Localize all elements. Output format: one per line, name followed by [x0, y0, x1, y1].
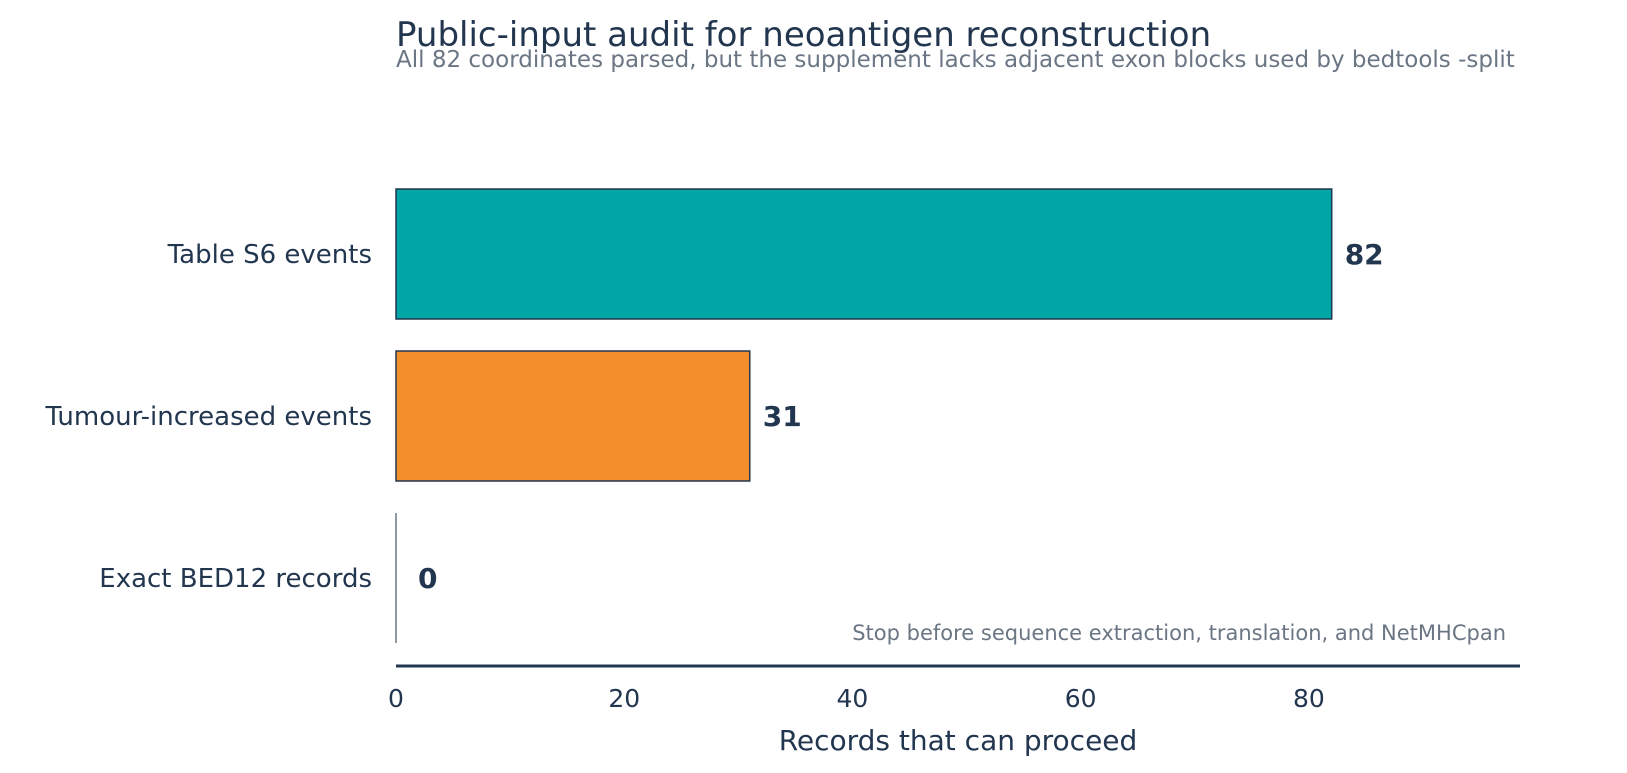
category-label-2: Exact BED12 records — [99, 564, 372, 594]
category-label-0: Table S6 events — [167, 240, 372, 270]
x-tick-label-2: 40 — [837, 684, 869, 713]
x-tick-label-0: 0 — [388, 684, 404, 713]
labels-layer: Table S6 events 82 Tumour-increased events… — [45, 238, 1384, 595]
value-label-0: 82 — [1345, 238, 1384, 271]
bar-0 — [395, 188, 1333, 320]
value-label-1: 31 — [763, 400, 802, 433]
chart-subtitle: All 82 coordinates parsed, but the suppl… — [396, 47, 1515, 73]
chart-title: Public-input audit for neoantigen recons… — [396, 15, 1211, 55]
x-tick-label-1: 20 — [608, 684, 640, 713]
x-tick-label-3: 60 — [1065, 684, 1097, 713]
bar-1 — [395, 350, 751, 482]
x-axis-ticks: 0 20 40 60 80 — [388, 684, 1325, 713]
x-axis-title: Records that can proceed — [779, 724, 1138, 757]
value-label-2: 0 — [418, 562, 437, 595]
x-tick-label-4: 80 — [1293, 684, 1325, 713]
category-label-1: Tumour-increased events — [45, 402, 373, 432]
chart-annotation: Stop before sequence extraction, transla… — [852, 621, 1506, 645]
bars-layer — [395, 188, 1333, 643]
